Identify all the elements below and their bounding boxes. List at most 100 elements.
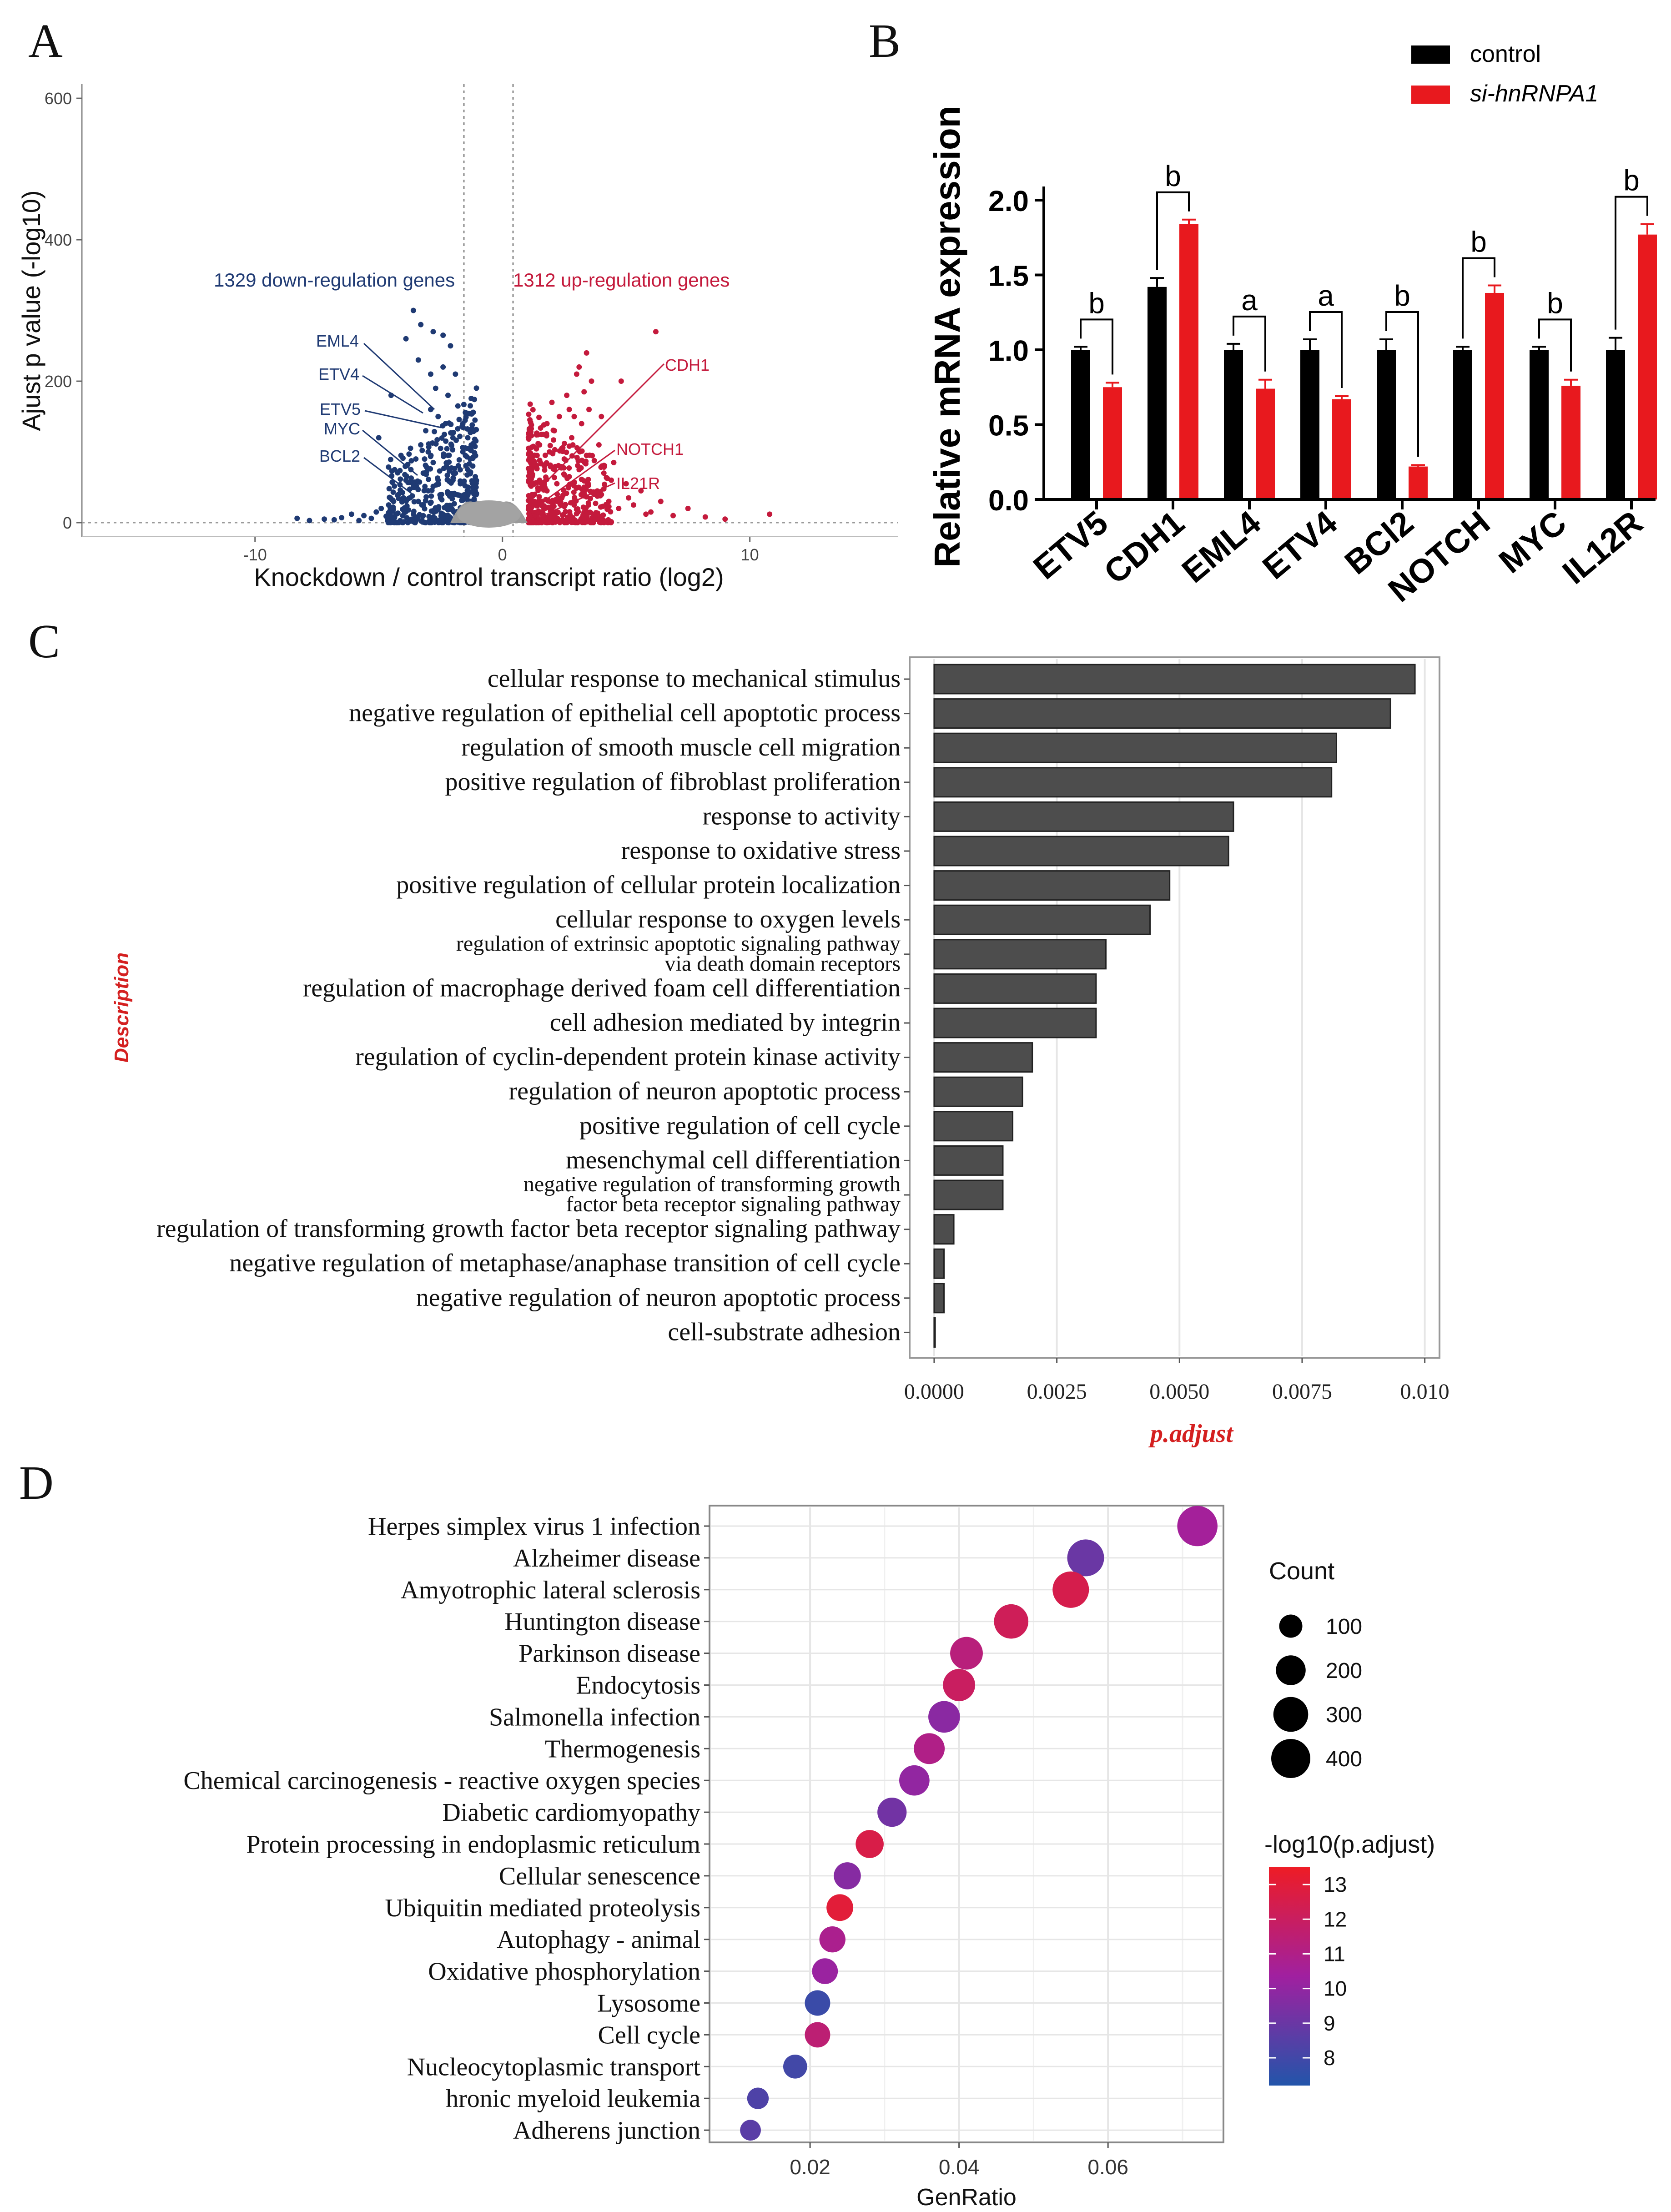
volcano-point-up	[602, 481, 608, 487]
volcano-point-up	[537, 477, 543, 483]
volcano-point-down	[461, 402, 467, 408]
volcano-point-up	[598, 464, 604, 470]
volcano-point-up	[547, 449, 553, 455]
volcano-point-down	[414, 515, 420, 521]
volcano-point-down	[417, 479, 423, 485]
volcano-y-tick-label: 600	[45, 89, 72, 108]
kegg-dot	[899, 1765, 930, 1796]
qpcr-bar-si	[1332, 399, 1351, 499]
volcano-point-down	[460, 421, 466, 427]
volcano-point-down	[455, 403, 461, 409]
go-bar	[933, 1179, 1004, 1210]
volcano-point-down	[421, 519, 427, 525]
kegg-dot	[994, 1604, 1029, 1639]
volcano-point-down	[403, 477, 409, 483]
volcano-point-up	[538, 425, 544, 431]
volcano-point-up	[570, 442, 576, 448]
qpcr-bar-control	[1224, 350, 1243, 499]
kegg-dot	[1177, 1506, 1218, 1547]
kegg-x-tick-label: 0.02	[790, 2155, 830, 2179]
size-legend-label: 200	[1326, 1659, 1362, 1683]
go-term-label: cell-substrate adhesion	[668, 1318, 901, 1346]
panel-c: C cellular response to mechanical stimul…	[28, 615, 1450, 1448]
volcano-point-up	[542, 467, 548, 473]
volcano-point-up	[591, 513, 597, 519]
volcano-point-down	[421, 488, 427, 494]
volcano-point-down	[463, 409, 468, 415]
volcano-point-down	[439, 519, 445, 524]
kegg-dot	[747, 2087, 769, 2109]
volcano-point-up	[544, 421, 550, 427]
volcano-point-up	[589, 378, 594, 384]
volcano-point-up	[566, 465, 572, 471]
go-bar	[933, 1042, 1033, 1073]
qpcr-legend: control si-hnRNPA1	[1411, 41, 1598, 107]
volcano-x-tick-label: -10	[243, 545, 267, 564]
volcano-point-down	[458, 481, 463, 487]
qpcr-bar-si	[1179, 224, 1198, 499]
volcano-point-down	[430, 459, 436, 465]
go-term-label: cell adhesion mediated by integrin	[550, 1008, 901, 1037]
volcano-point-up	[579, 448, 585, 454]
volcano-point-down	[428, 493, 434, 499]
volcano-point-up	[648, 509, 654, 515]
volcano-point-down	[361, 513, 367, 519]
volcano-point-down	[410, 307, 416, 313]
go-bar	[933, 732, 1337, 763]
volcano-point-up	[566, 407, 572, 413]
go-bar	[933, 1111, 1014, 1142]
volcano-point-down	[368, 515, 374, 521]
go-x-tick-label: 0.0025	[1027, 1380, 1087, 1404]
color-legend-bar	[1269, 1867, 1310, 2086]
volcano-point-up	[529, 502, 535, 508]
volcano-point-down	[472, 436, 478, 442]
volcano-point-up	[553, 516, 559, 522]
qpcr-y-tick-label: 0.0	[988, 484, 1029, 517]
volcano-point-down	[432, 428, 438, 434]
kegg-pathway-label: Cellular senescence	[499, 1862, 700, 1890]
go-x-tick-label: 0.0050	[1149, 1380, 1209, 1404]
volcano-point-down	[457, 433, 463, 439]
volcano-point-down	[465, 467, 471, 473]
volcano-point-down	[393, 511, 399, 517]
volcano-point-up	[658, 499, 664, 504]
volcano-point-up	[584, 453, 589, 459]
volcano-point-up	[556, 413, 562, 419]
volcano-point-down	[472, 488, 478, 494]
volcano-point-down	[463, 491, 468, 497]
volcano-point-down	[459, 498, 465, 504]
qpcr-category-label: CDH1	[1097, 504, 1192, 591]
volcano-point-up	[601, 520, 607, 525]
volcano-point-down	[468, 411, 474, 417]
volcano-point-up	[559, 445, 565, 451]
volcano-point-up	[539, 503, 545, 509]
volcano-point-up	[527, 519, 533, 524]
volcano-point-down	[468, 429, 473, 435]
volcano-point-down	[408, 518, 413, 524]
volcano-point-up	[575, 509, 581, 515]
volcano-point-down	[400, 519, 406, 525]
volcano-point-up	[582, 459, 588, 465]
volcano-point-up	[576, 364, 582, 370]
volcano-gene-annotations: EML4 ETV4 ETV5 MYC BCL2 CDH1 NOTCH1 IL21…	[316, 332, 710, 517]
volcano-point-down	[463, 463, 469, 469]
volcano-point-up	[534, 509, 540, 515]
go-bar	[933, 1145, 1004, 1176]
volcano-point-up	[599, 413, 604, 419]
kegg-color-legend: -log10(p.adjust) 8 9 10 11 12 13	[1264, 1831, 1435, 2086]
volcano-point-down	[468, 403, 473, 409]
qpcr-bar-control	[1530, 350, 1549, 499]
kegg-size-legend: Count 100 200 300 400	[1269, 1557, 1362, 1778]
volcano-point-up	[555, 509, 561, 515]
volcano-point-up	[599, 492, 604, 498]
volcano-point-up	[685, 505, 691, 511]
volcano-point-down	[470, 463, 476, 469]
volcano-point-down	[408, 458, 414, 464]
qpcr-significance-bracket	[1080, 318, 1113, 375]
volcano-point-up	[604, 506, 610, 512]
volcano-point-up	[536, 414, 542, 420]
volcano-point-up	[561, 456, 567, 462]
volcano-point-up	[551, 437, 557, 443]
go-term-label: positive regulation of cell cycle	[579, 1112, 901, 1140]
gene-label-eml4: EML4	[316, 332, 359, 350]
